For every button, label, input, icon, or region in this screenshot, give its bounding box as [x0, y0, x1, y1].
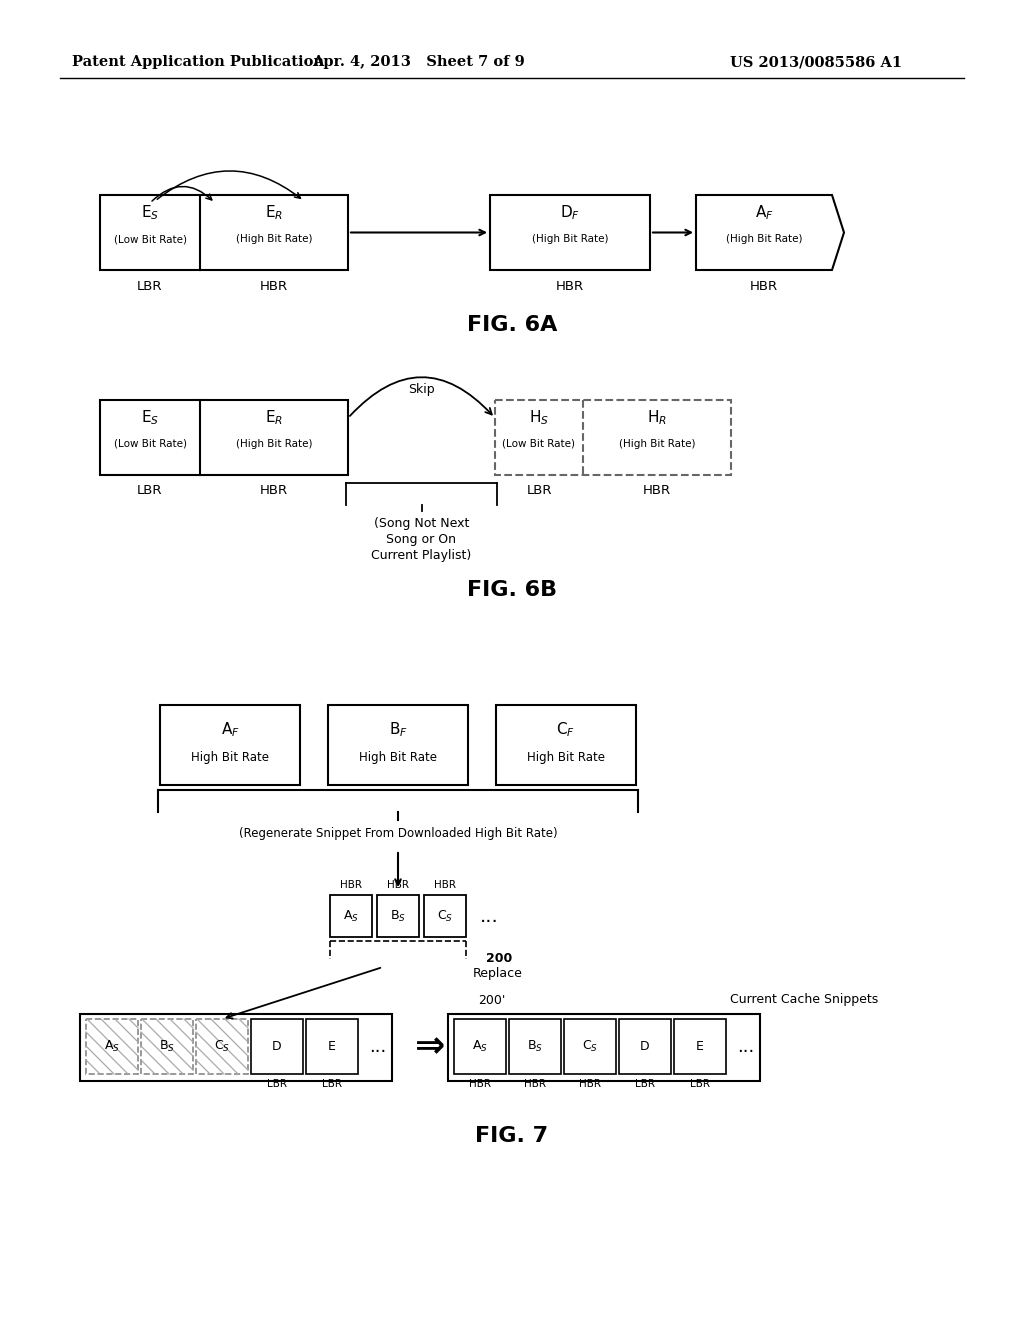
- Text: E$_R$: E$_R$: [265, 203, 283, 222]
- Text: (High Bit Rate): (High Bit Rate): [236, 440, 312, 449]
- Bar: [564, 1019, 616, 1074]
- Bar: [86, 1019, 138, 1074]
- Text: H$_R$: H$_R$: [647, 409, 667, 428]
- Text: HBR: HBR: [524, 1078, 546, 1089]
- Text: (Song Not Next: (Song Not Next: [374, 516, 469, 529]
- Text: LBR: LBR: [690, 1078, 710, 1089]
- Text: A$_S$: A$_S$: [343, 908, 359, 924]
- Text: C$_S$: C$_S$: [214, 1039, 230, 1055]
- Bar: [377, 895, 419, 937]
- Text: B$_S$: B$_S$: [527, 1039, 543, 1055]
- Text: Replace: Replace: [473, 968, 523, 981]
- Bar: [424, 895, 466, 937]
- Bar: [141, 1019, 193, 1074]
- Text: HBR: HBR: [434, 880, 456, 890]
- Text: C$_S$: C$_S$: [437, 908, 453, 924]
- Text: (Low Bit Rate): (Low Bit Rate): [114, 440, 186, 449]
- Text: (High Bit Rate): (High Bit Rate): [236, 234, 312, 244]
- Text: HBR: HBR: [469, 1078, 490, 1089]
- Text: B$_S$: B$_S$: [159, 1039, 175, 1055]
- Text: E: E: [696, 1040, 703, 1053]
- Text: Song or On: Song or On: [386, 532, 457, 545]
- Text: ...: ...: [369, 1038, 386, 1056]
- Bar: [100, 195, 348, 271]
- Text: E$_S$: E$_S$: [141, 203, 159, 222]
- Text: E$_S$: E$_S$: [141, 409, 159, 428]
- Bar: [251, 1019, 303, 1074]
- Text: US 2013/0085586 A1: US 2013/0085586 A1: [730, 55, 902, 69]
- Text: H$_S$: H$_S$: [529, 409, 549, 428]
- Bar: [196, 1019, 248, 1074]
- Text: LBR: LBR: [137, 484, 163, 498]
- Text: LBR: LBR: [526, 484, 552, 498]
- Text: Current Playlist): Current Playlist): [372, 549, 472, 561]
- Bar: [618, 1019, 671, 1074]
- Text: LBR: LBR: [137, 280, 163, 293]
- Text: ...: ...: [480, 907, 499, 925]
- Text: HBR: HBR: [643, 484, 671, 498]
- Bar: [495, 400, 731, 475]
- Text: HBR: HBR: [340, 880, 362, 890]
- Text: D: D: [272, 1040, 282, 1053]
- Text: D$_F$: D$_F$: [560, 203, 580, 222]
- Polygon shape: [696, 195, 844, 271]
- Text: High Bit Rate: High Bit Rate: [191, 751, 269, 763]
- Bar: [100, 400, 348, 475]
- Text: (High Bit Rate): (High Bit Rate): [618, 440, 695, 449]
- Bar: [454, 1019, 506, 1074]
- Bar: [449, 1014, 760, 1081]
- Text: A$_S$: A$_S$: [472, 1039, 488, 1055]
- Bar: [306, 1019, 358, 1074]
- Bar: [509, 1019, 561, 1074]
- Text: Current Cache Snippets: Current Cache Snippets: [730, 994, 879, 1006]
- Text: FIG. 6A: FIG. 6A: [467, 315, 557, 335]
- FancyArrowPatch shape: [152, 186, 212, 201]
- Text: LBR: LBR: [635, 1078, 655, 1089]
- Text: A$_S$: A$_S$: [104, 1039, 120, 1055]
- Text: E$_R$: E$_R$: [265, 409, 283, 428]
- Text: (High Bit Rate): (High Bit Rate): [531, 234, 608, 244]
- Text: HBR: HBR: [750, 280, 778, 293]
- Text: FIG. 6B: FIG. 6B: [467, 579, 557, 601]
- Text: A$_F$: A$_F$: [220, 721, 240, 739]
- FancyArrowPatch shape: [350, 378, 492, 416]
- Text: E: E: [328, 1040, 336, 1053]
- Text: (Regenerate Snippet From Downloaded High Bit Rate): (Regenerate Snippet From Downloaded High…: [239, 828, 557, 841]
- Text: High Bit Rate: High Bit Rate: [527, 751, 605, 763]
- Text: ...: ...: [737, 1038, 755, 1056]
- Bar: [330, 895, 372, 937]
- Text: B$_F$: B$_F$: [388, 721, 408, 739]
- Bar: [80, 1014, 392, 1081]
- Text: Apr. 4, 2013   Sheet 7 of 9: Apr. 4, 2013 Sheet 7 of 9: [311, 55, 524, 69]
- Bar: [674, 1019, 726, 1074]
- Bar: [328, 705, 468, 785]
- Text: HBR: HBR: [260, 484, 288, 498]
- Text: C$_F$: C$_F$: [556, 721, 575, 739]
- Text: (High Bit Rate): (High Bit Rate): [726, 234, 802, 244]
- Text: LBR: LBR: [322, 1078, 342, 1089]
- Text: ⇒: ⇒: [415, 1031, 445, 1064]
- Text: HBR: HBR: [387, 880, 409, 890]
- Text: LBR: LBR: [267, 1078, 287, 1089]
- Text: (Low Bit Rate): (Low Bit Rate): [114, 234, 186, 244]
- Text: (Low Bit Rate): (Low Bit Rate): [503, 440, 575, 449]
- Text: B$_S$: B$_S$: [390, 908, 406, 924]
- Text: 200: 200: [486, 953, 512, 965]
- Text: HBR: HBR: [556, 280, 584, 293]
- Text: High Bit Rate: High Bit Rate: [359, 751, 437, 763]
- Text: HBR: HBR: [260, 280, 288, 293]
- Text: Skip: Skip: [409, 384, 435, 396]
- Text: FIG. 7: FIG. 7: [475, 1126, 549, 1146]
- Text: C$_S$: C$_S$: [582, 1039, 598, 1055]
- Bar: [160, 705, 300, 785]
- Text: 200': 200': [478, 994, 506, 1006]
- Text: Patent Application Publication: Patent Application Publication: [72, 55, 324, 69]
- Text: A$_F$: A$_F$: [755, 203, 773, 222]
- FancyArrowPatch shape: [157, 170, 300, 199]
- Bar: [496, 705, 636, 785]
- Bar: [490, 195, 650, 271]
- Text: D: D: [640, 1040, 650, 1053]
- Text: HBR: HBR: [579, 1078, 601, 1089]
